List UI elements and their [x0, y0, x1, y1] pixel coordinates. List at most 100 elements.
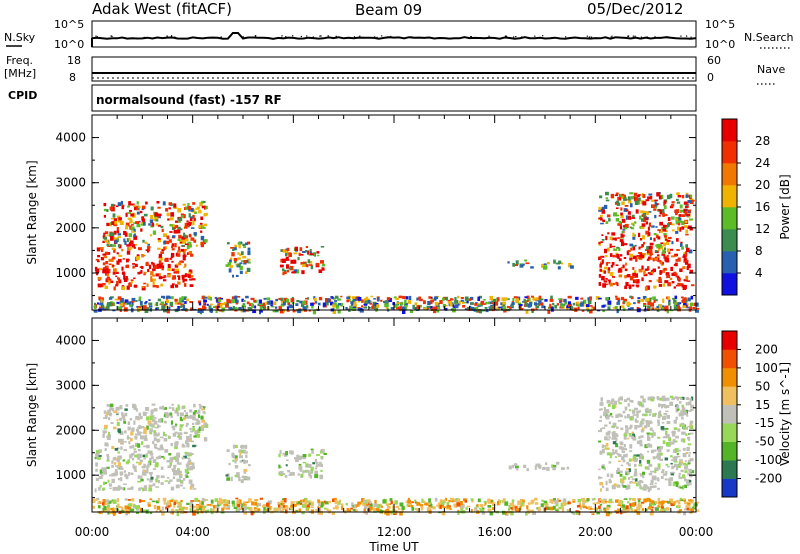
heatmap-cell: [671, 501, 675, 504]
heatmap-cell: [143, 213, 148, 217]
x-tick-label: 04:00: [175, 525, 210, 539]
heatmap-cell: [690, 500, 694, 504]
heatmap-cell: [686, 502, 691, 506]
heatmap-cell: [460, 297, 464, 299]
heatmap-cell: [623, 301, 626, 304]
heatmap-cell: [485, 309, 489, 313]
heatmap-cell: [442, 304, 446, 308]
heatmap-cell: [662, 249, 665, 254]
heatmap-cell: [690, 302, 693, 307]
heatmap-cell: [673, 271, 677, 274]
heatmap-cell: [214, 498, 218, 502]
heatmap-cell: [543, 265, 548, 270]
heatmap-cell: [447, 301, 452, 304]
heatmap-cell: [280, 304, 285, 307]
heatmap-cell: [325, 501, 329, 505]
heatmap-cell: [601, 465, 605, 469]
heatmap-cell: [551, 464, 554, 468]
heatmap-cell: [690, 404, 694, 409]
heatmap-cell: [654, 201, 657, 206]
heatmap-cell: [654, 469, 657, 474]
heatmap-cell: [127, 499, 132, 501]
heatmap-cell: [179, 484, 184, 487]
heatmap-cell: [605, 487, 609, 492]
heatmap-cell: [678, 217, 682, 221]
heatmap-cell: [629, 257, 633, 261]
heatmap-cell: [93, 309, 98, 313]
heatmap-cell: [351, 502, 354, 507]
heatmap-cell: [602, 464, 605, 467]
heatmap-cell: [449, 507, 452, 510]
heatmap-cell: [689, 483, 692, 486]
heatmap-cell: [686, 304, 689, 308]
heatmap-cell: [621, 456, 625, 461]
heatmap-cell: [125, 475, 129, 480]
heatmap-cell: [544, 500, 548, 504]
heatmap-cell: [178, 508, 182, 511]
heatmap-cell: [623, 194, 626, 199]
heatmap-cell: [243, 263, 247, 265]
heatmap-cell: [153, 264, 158, 269]
heatmap-cell: [309, 253, 314, 256]
heatmap-cell: [353, 504, 357, 509]
heatmap-cell: [437, 502, 442, 506]
heatmap-cell: [674, 455, 678, 459]
heatmap-cell: [210, 508, 213, 513]
heatmap-cell: [94, 488, 97, 493]
heatmap-cell: [123, 276, 126, 280]
heatmap-cell: [390, 510, 393, 515]
colorbar-tick-label: 50: [755, 379, 770, 393]
heatmap-cell: [644, 425, 648, 429]
heatmap-cell: [370, 505, 374, 508]
heatmap-cell: [656, 234, 659, 239]
heatmap-cell: [555, 262, 560, 265]
heatmap-cell: [184, 451, 188, 455]
heatmap-cell: [136, 223, 141, 228]
heatmap-cell: [657, 487, 660, 490]
heatmap-cell: [690, 421, 693, 425]
heatmap-cell: [695, 509, 700, 512]
heatmap-cell: [369, 501, 372, 505]
heatmap-cell: [612, 276, 615, 278]
heatmap-cell: [638, 464, 643, 467]
heatmap-cell: [685, 402, 688, 406]
heatmap-cell: [688, 499, 692, 502]
colorbar-swatch: [722, 367, 737, 387]
heatmap-cell: [263, 504, 267, 509]
noise-search-dot: [334, 36, 336, 38]
heatmap-cell: [650, 196, 653, 200]
heatmap-cell: [464, 308, 467, 311]
heatmap-cell: [305, 463, 309, 468]
heatmap-cell: [317, 500, 321, 504]
heatmap-cell: [146, 478, 149, 481]
heatmap-cell: [510, 303, 514, 308]
heatmap-cell: [647, 466, 650, 471]
heatmap-cell: [178, 406, 181, 411]
noise-search-dot: [353, 36, 356, 38]
heatmap-cell: [655, 500, 658, 505]
heatmap-cell: [215, 509, 219, 514]
heatmap-cell: [659, 458, 663, 461]
heatmap-cell: [249, 506, 253, 511]
heatmap-cell: [526, 509, 530, 514]
heatmap-cell: [680, 296, 684, 299]
heatmap-cell: [126, 259, 129, 263]
heatmap-cell: [96, 497, 100, 500]
heatmap-cell: [608, 478, 612, 484]
heatmap-cell: [638, 455, 642, 460]
heatmap-cell: [182, 487, 186, 489]
heatmap-cell: [658, 259, 661, 263]
heatmap-cell: [167, 274, 171, 277]
heatmap-cell: [189, 409, 193, 413]
heatmap-cell: [163, 438, 168, 442]
heatmap-cell: [100, 474, 104, 477]
heatmap-cell: [133, 450, 137, 453]
heatmap-cell: [100, 257, 104, 261]
heatmap-cell: [182, 214, 186, 219]
heatmap-cell: [656, 256, 660, 259]
heatmap-cell: [374, 499, 377, 504]
heatmap-cell: [428, 504, 432, 508]
heatmap-cell: [491, 500, 494, 502]
heatmap-cell: [426, 507, 431, 512]
heatmap-cell: [649, 257, 653, 261]
